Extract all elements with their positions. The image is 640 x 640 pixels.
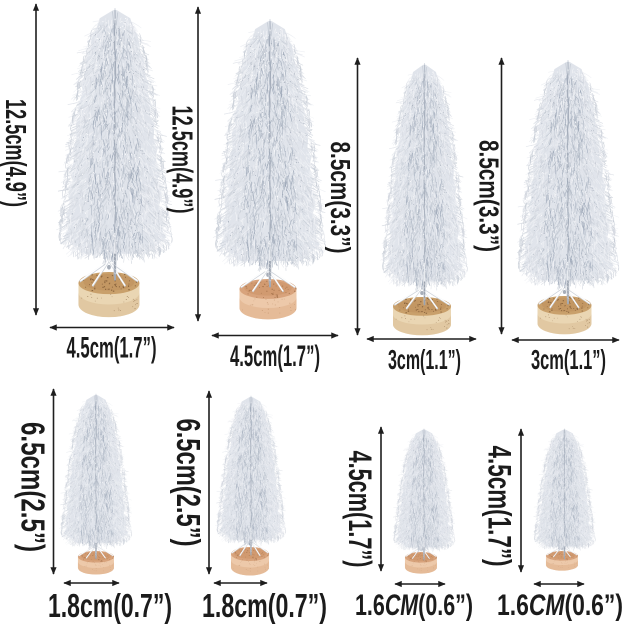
svg-text:6.5cm(2.5”): 6.5cm(2.5”) [170,419,207,547]
svg-text:8.5cm(3.3”): 8.5cm(3.3”) [325,142,356,254]
svg-text:12.5cm(4.9”): 12.5cm(4.9”) [166,106,198,214]
svg-text:1.8cm(0.7”): 1.8cm(0.7”) [202,587,327,624]
svg-text:4.5cm(1.7”): 4.5cm(1.7”) [67,332,157,365]
svg-text:6.5cm(2.5”): 6.5cm(2.5”) [15,422,52,552]
svg-text:3cm(1.1”): 3cm(1.1”) [531,344,606,375]
svg-text:8.5cm(3.3”): 8.5cm(3.3”) [474,140,505,252]
svg-text:1.8cm(0.7”): 1.8cm(0.7”) [48,587,172,624]
svg-text:4.5cm(1.7”): 4.5cm(1.7”) [481,446,517,567]
svg-text:12.5cm(4.9”): 12.5cm(4.9”) [0,99,31,207]
svg-text:1.6CM(0.6”): 1.6CM(0.6”) [355,589,473,622]
svg-text:1.6CM(0.6”): 1.6CM(0.6”) [497,589,623,622]
svg-text:4.5cm(1.7”): 4.5cm(1.7”) [230,340,320,373]
svg-text:4.5cm(1.7”): 4.5cm(1.7”) [342,451,378,568]
svg-text:3cm(1.1”): 3cm(1.1”) [388,344,461,375]
